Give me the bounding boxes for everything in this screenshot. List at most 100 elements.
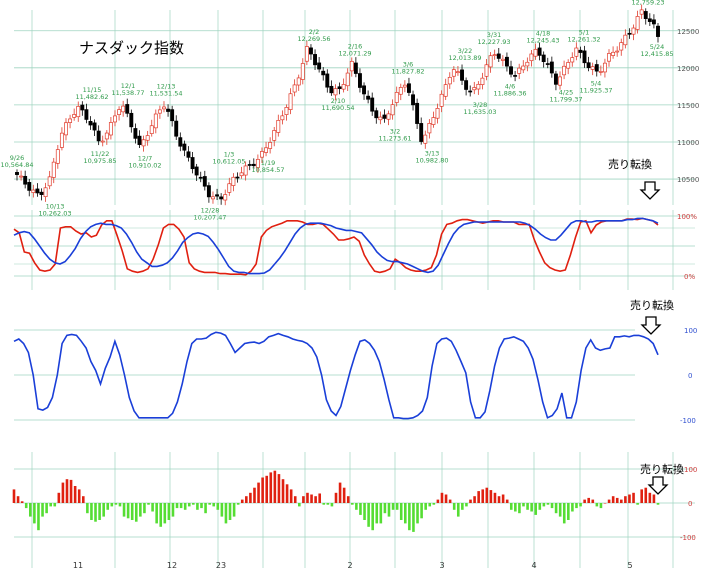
hist-bar-pos (628, 494, 631, 503)
candle-body (541, 54, 546, 63)
hist-bar-neg (49, 503, 52, 507)
candle-body (500, 58, 505, 61)
osc2-tick-100: 100 (684, 327, 697, 335)
candle-body (427, 123, 432, 134)
annotation-value: 10,564.84 (0, 161, 33, 169)
hist-bar-pos (257, 482, 260, 503)
hist-bar-neg (526, 503, 529, 510)
hist-bar-pos (65, 479, 69, 503)
hist-bar-neg (330, 503, 334, 507)
hist-bar-pos (505, 499, 509, 503)
x-axis-label: 4 (531, 561, 536, 570)
hist-bar-pos (477, 491, 480, 503)
annotation-value: 12,071.29 (338, 50, 371, 58)
candle-body (19, 175, 24, 178)
hist-bar-pos (587, 497, 591, 503)
hist-bar-pos (338, 482, 342, 503)
hist-bar-neg (24, 503, 28, 509)
candle-body (64, 122, 68, 136)
hist-bar-neg (45, 503, 48, 514)
hist-bar-neg (522, 503, 525, 507)
candle-body (76, 106, 81, 118)
candle-body (100, 140, 105, 143)
candle-body (243, 165, 248, 176)
hist-bar-neg (530, 503, 533, 512)
candle-body (406, 83, 411, 93)
candle-body (104, 132, 109, 140)
hist-bar-pos (346, 496, 350, 503)
hist-bar-neg (143, 503, 146, 514)
annotation-value: 10,982.80 (415, 156, 448, 164)
annotation-date: 3/31 (487, 31, 502, 39)
annotation-date: 11/22 (91, 150, 110, 158)
hist-bar-neg (518, 503, 521, 514)
hist-bar-pos (261, 477, 264, 503)
hist-bar-pos (269, 472, 273, 503)
annotation-value: 11,538.77 (111, 89, 144, 97)
price-tick-label: 11500 (677, 102, 699, 110)
candle-body (533, 48, 538, 57)
candle-body (353, 62, 358, 74)
hist-bar-pos (611, 496, 615, 503)
hist-bar-pos (469, 499, 472, 503)
hist-bar-neg (420, 503, 423, 519)
histogram-series (12, 470, 660, 532)
sell-arrow-icon-3 (647, 476, 669, 495)
hist-bar-neg (416, 503, 419, 524)
candle-body (439, 93, 444, 107)
annotation-date: 1/19 (261, 159, 276, 167)
sell-signal-label-3: 売り転換 (640, 463, 684, 476)
annotation-date: 5/4 (591, 79, 601, 87)
annotation-value: 10,910.02 (128, 162, 161, 170)
hist-bar-neg (216, 503, 220, 510)
annotation-date: 3/13 (425, 149, 440, 157)
candle-body (431, 117, 436, 125)
annotation-value: 10,854.57 (251, 166, 284, 174)
candle-body (553, 73, 558, 85)
candle-body (476, 83, 481, 90)
hist-bar-pos (334, 492, 338, 503)
candle-body (251, 163, 256, 167)
candle-body (92, 122, 97, 131)
hist-bar-neg (179, 503, 183, 509)
candle-body (415, 102, 420, 124)
annotation-value: 12,245.43 (526, 37, 559, 45)
candle-body (513, 75, 518, 77)
candle-body (639, 9, 644, 15)
candle-body (239, 172, 244, 177)
hist-bar-neg (102, 503, 105, 517)
candle-body (647, 18, 652, 22)
hist-bar-neg (155, 503, 158, 524)
hist-bar-neg (53, 503, 57, 507)
annotation-value: 10,262.03 (38, 210, 71, 218)
hist-bar-neg (387, 503, 391, 517)
candle-body (562, 65, 567, 76)
candle-body (133, 128, 138, 139)
candle-body (464, 80, 469, 90)
x-axis-label: 12 (167, 561, 177, 570)
candle-body (411, 94, 415, 106)
candle-body (435, 108, 440, 119)
hist-bar-neg (395, 503, 399, 510)
candle-body (321, 70, 326, 76)
x-axis-label: 23 (216, 561, 226, 570)
price-tick-label: 10500 (677, 176, 699, 184)
candle-body (47, 176, 52, 187)
hist-bar-neg (90, 503, 93, 520)
candle-body (288, 93, 293, 110)
hist-bar-neg (636, 503, 639, 505)
candle-body (496, 53, 501, 59)
candle-body (382, 114, 387, 119)
annotation-value: 12,013.89 (448, 54, 481, 62)
candle-body (145, 135, 150, 141)
hist-bar-neg (159, 503, 163, 527)
hist-bar-pos (302, 496, 305, 503)
candle-body (631, 27, 636, 35)
candle-body (264, 147, 269, 153)
hist-bar-neg (167, 503, 171, 520)
annotation-value: 11,531.54 (149, 90, 182, 98)
candle-body (260, 151, 264, 158)
hist-bar-neg (403, 503, 407, 524)
candle-body (549, 61, 554, 74)
hist-bar-neg (351, 503, 354, 505)
